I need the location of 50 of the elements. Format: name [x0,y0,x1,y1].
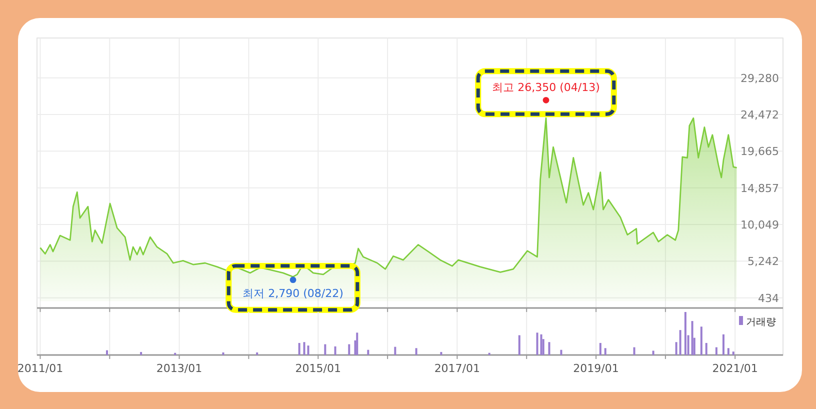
bar [324,344,326,355]
legend-label: 거래량 [746,317,776,328]
bar [140,352,142,355]
y-tick-label: 14,857 [740,182,779,195]
y-tick-label: 19,665 [740,145,779,158]
bar [633,347,636,355]
annotation: 최고 26,350 (04/13) [492,81,600,94]
bar [536,332,538,355]
bar [348,344,350,355]
bar [415,348,418,355]
bar [604,348,606,355]
bar [560,350,562,355]
bar [307,346,310,355]
y-tick-label: 24,472 [740,108,779,122]
x-tick-label: 2021/01 [712,362,758,375]
bar [440,352,442,355]
bar [334,346,336,355]
bar [727,348,730,355]
bar [540,334,542,355]
x-tick-label: 2013/01 [156,362,202,375]
bar [679,330,682,355]
bar [256,352,258,355]
annotation: 최저 2,790 (08/22) [242,286,344,300]
bar [675,342,678,355]
bar [684,312,686,355]
bar [356,332,358,355]
bar [599,342,602,355]
bar [298,342,300,355]
bar [691,321,694,355]
bar [700,326,702,355]
bar [367,350,370,355]
y-tick-label: 10,049 [740,218,779,232]
bar [222,352,224,355]
x-tick-label: 2015/01 [295,362,341,375]
bar [722,334,724,355]
bar [518,335,520,355]
y-tick-label: 5,242 [748,255,779,268]
x-tick-label: 2017/01 [434,362,480,375]
bar [705,342,708,355]
x-tick-label: 2019/01 [573,362,619,375]
bar [394,346,396,355]
bar [652,350,654,355]
bar [548,342,550,355]
bar [106,350,108,355]
y-tick-label: 29,280 [740,72,779,85]
bar [303,342,306,355]
bar [715,347,718,355]
x-tick-label: 2011/01 [17,362,64,375]
bar [732,352,734,355]
y-tick-label: 434 [758,292,779,305]
